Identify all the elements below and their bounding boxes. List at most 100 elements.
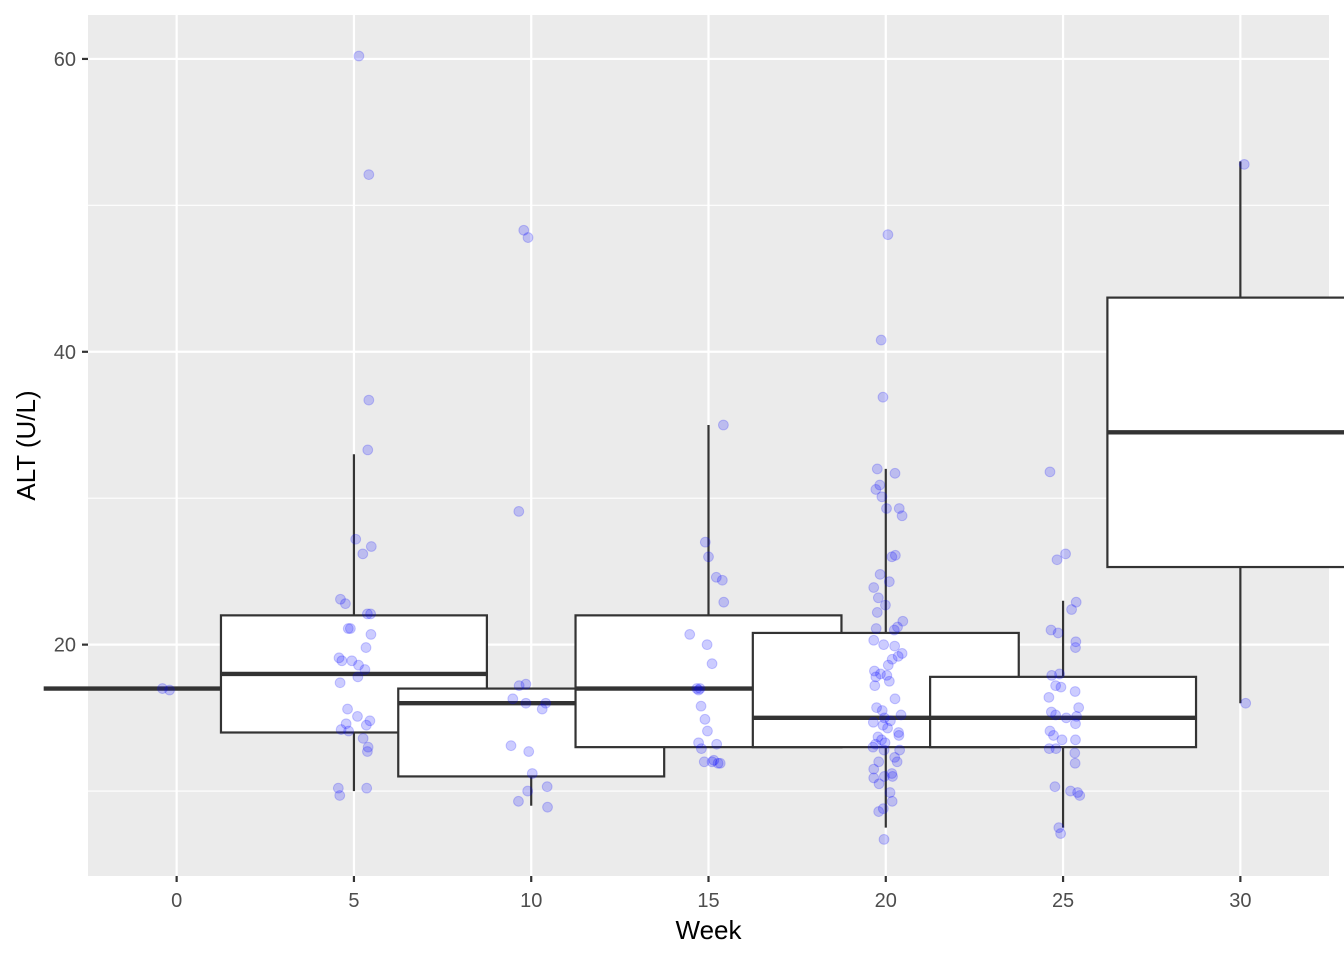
data-point (1043, 743, 1055, 755)
data-point (877, 719, 889, 731)
data-point (886, 768, 898, 779)
data-point (883, 576, 895, 588)
data-point (702, 725, 713, 737)
data-point (876, 491, 888, 503)
y-axis-tick-labels: 20 40 60 (54, 49, 76, 657)
data-point (873, 778, 885, 790)
data-point (893, 503, 905, 514)
data-point (871, 607, 883, 618)
data-point (882, 659, 894, 671)
data-point (868, 772, 880, 784)
data-point (362, 608, 373, 620)
data-point (896, 510, 908, 522)
data-point (362, 746, 373, 757)
x-tick-label: 25 (1052, 890, 1074, 912)
data-point (874, 568, 886, 580)
data-point (703, 551, 714, 563)
data-point (157, 683, 168, 694)
data-point (868, 634, 880, 646)
data-point (889, 549, 901, 561)
data-point (889, 467, 901, 479)
data-point (870, 623, 882, 634)
data-point (334, 677, 346, 689)
data-point (1060, 712, 1072, 724)
data-point (872, 592, 884, 604)
data-point (1073, 702, 1085, 714)
data-point (362, 741, 374, 753)
data-point (693, 684, 704, 696)
data-point (1072, 787, 1084, 798)
data-point (1050, 743, 1062, 755)
data-point (1050, 709, 1062, 721)
data-point (889, 640, 901, 652)
data-point (357, 548, 369, 560)
data-point (871, 702, 882, 714)
data-point (353, 50, 365, 62)
data-point (1050, 680, 1062, 692)
data-point (359, 664, 371, 675)
data-point (877, 803, 889, 815)
data-point (1070, 636, 1082, 648)
data-point (883, 675, 895, 687)
data-point (695, 700, 707, 712)
data-point (874, 479, 886, 491)
data-point (708, 754, 720, 766)
data-point (871, 463, 883, 475)
data-point (365, 628, 377, 640)
data-point (1045, 706, 1057, 718)
data-point (1070, 734, 1081, 746)
data-point (869, 665, 880, 677)
data-point (536, 703, 548, 715)
data-point (889, 751, 901, 763)
data-point (1046, 669, 1058, 681)
data-point (684, 628, 696, 640)
data-point (357, 732, 369, 744)
data-point (1051, 554, 1063, 566)
data-point (513, 505, 525, 517)
data-point (1043, 691, 1055, 703)
y-axis-title: ALT (U/L) (11, 390, 41, 500)
data-point (336, 655, 348, 667)
data-point (1055, 828, 1066, 839)
data-point (522, 232, 534, 243)
data-point (878, 833, 890, 845)
data-point (718, 596, 730, 608)
box-week-25 (929, 600, 1198, 828)
data-point (365, 541, 377, 552)
data-point (894, 744, 906, 756)
x-tick-label: 5 (348, 890, 359, 912)
data-point (892, 621, 903, 633)
data-point (691, 683, 703, 694)
data-point (889, 693, 901, 705)
data-point (706, 756, 718, 768)
box-week-30 (1106, 161, 1344, 704)
jitter-points (157, 50, 1252, 845)
data-point (363, 169, 375, 181)
data-point (1055, 681, 1067, 693)
x-tick-label: 0 (171, 890, 182, 912)
data-point (360, 719, 372, 731)
data-point (876, 705, 888, 716)
x-tick-label: 15 (697, 890, 719, 912)
data-point (361, 782, 373, 794)
data-point (882, 722, 893, 734)
data-point (878, 771, 890, 782)
data-point (1044, 466, 1056, 478)
axis-ticks (82, 57, 1242, 882)
data-point (1069, 747, 1081, 759)
data-point (523, 746, 535, 757)
data-point (164, 684, 175, 696)
data-point (886, 551, 898, 563)
data-point (1070, 642, 1081, 653)
y-tick-label: 60 (54, 49, 76, 71)
data-point (352, 671, 364, 683)
data-point (873, 756, 885, 768)
data-point (882, 229, 894, 241)
data-point (1065, 785, 1076, 797)
data-point (335, 724, 347, 735)
data-point (878, 639, 890, 651)
data-point (335, 593, 346, 605)
data-point (867, 716, 879, 728)
x-tick-label: 30 (1229, 890, 1251, 912)
